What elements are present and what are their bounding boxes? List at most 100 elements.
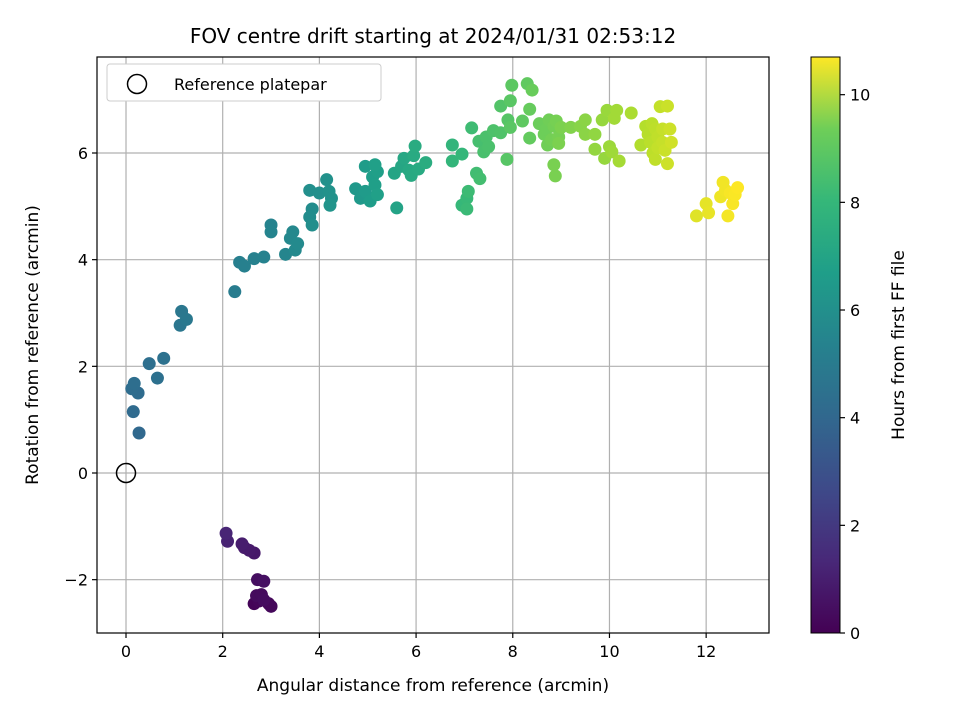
legend-marker-reference (126, 73, 148, 95)
plot-area (96, 56, 770, 634)
data-point (554, 120, 568, 134)
reference-platepar-marker (115, 462, 137, 484)
data-point (552, 136, 566, 150)
colorbar-tick-label: 10 (850, 86, 870, 105)
data-point (358, 184, 372, 198)
data-point (257, 250, 271, 264)
x-tick-label: 0 (121, 642, 131, 661)
colorbar-tick-label: 6 (850, 301, 860, 320)
data-point (390, 201, 404, 215)
x-tick-label: 12 (696, 642, 716, 661)
data-point (257, 574, 271, 588)
y-axis-ticks: −2 0 2 4 6 (64, 144, 97, 590)
data-point (482, 140, 496, 154)
data-point (150, 371, 164, 385)
data-point (320, 173, 334, 187)
data-point (523, 131, 537, 145)
data-point (228, 285, 242, 299)
data-point (689, 209, 703, 223)
data-point (408, 139, 422, 153)
data-point (358, 159, 372, 173)
data-point (235, 537, 249, 551)
data-point (664, 135, 678, 149)
data-point (523, 102, 537, 116)
x-axis-label: Angular distance from reference (arcmin) (257, 676, 609, 696)
colorbar-label: Hours from first FF file (889, 250, 909, 440)
legend-box (106, 63, 382, 102)
data-point (286, 225, 300, 239)
plot-frame (96, 56, 770, 634)
data-point (219, 526, 233, 540)
colorbar-tick-label: 4 (850, 409, 860, 428)
y-tick-label: 0 (78, 464, 88, 483)
data-point (445, 138, 459, 152)
data-point (368, 158, 382, 172)
colorbar-tick-label: 8 (850, 193, 860, 212)
data-point (564, 120, 578, 134)
x-tick-label: 4 (314, 642, 324, 661)
data-point (264, 225, 278, 239)
data-point (660, 157, 674, 171)
colorbar-gradient (810, 56, 841, 634)
data-points (115, 77, 745, 613)
data-point (237, 259, 251, 273)
data-point (419, 156, 433, 170)
data-point (460, 202, 474, 216)
chart-title: FOV centre drift starting at 2024/01/31 … (190, 24, 676, 48)
data-point (127, 376, 141, 390)
data-point (612, 154, 626, 168)
data-point (503, 94, 517, 108)
data-point (157, 351, 171, 365)
data-point (291, 237, 305, 251)
data-point (547, 158, 561, 172)
data-point (407, 149, 421, 163)
y-tick-label: −2 (64, 571, 88, 590)
data-point (595, 113, 609, 127)
data-point (525, 83, 539, 97)
legend-label-reference: Reference platepar (174, 75, 327, 94)
x-tick-label: 8 (508, 642, 518, 661)
data-point (465, 121, 479, 135)
y-tick-label: 2 (78, 357, 88, 376)
colorbar-tick-label: 2 (850, 516, 860, 535)
x-axis-ticks: 0 2 4 6 8 10 12 (121, 633, 716, 661)
data-point (445, 154, 459, 168)
data-point (179, 312, 193, 326)
data-point (455, 147, 469, 161)
data-point (142, 357, 156, 371)
x-tick-label: 10 (599, 642, 619, 661)
data-point (257, 593, 271, 607)
colorbar: 0 2 4 6 8 10 Hours from first FF file (810, 56, 909, 643)
data-point (500, 152, 514, 166)
data-point (605, 145, 619, 159)
data-point (702, 206, 716, 220)
data-point (648, 152, 662, 166)
data-point (515, 114, 529, 128)
data-point (588, 142, 602, 156)
data-point (731, 181, 745, 195)
data-point (126, 405, 140, 419)
data-point (588, 127, 602, 141)
data-point (323, 198, 337, 212)
data-point (624, 106, 638, 120)
data-point (503, 120, 517, 134)
data-point (461, 184, 475, 198)
data-point (721, 209, 735, 223)
colorbar-ticks: 0 2 4 6 8 10 (840, 86, 870, 643)
data-point (578, 127, 592, 141)
y-axis-label: Rotation from reference (arcmin) (23, 205, 43, 485)
data-point (610, 103, 624, 117)
data-point (132, 426, 146, 440)
colorbar-tick-label: 0 (850, 624, 860, 643)
y-tick-label: 4 (78, 251, 88, 270)
data-point (663, 122, 677, 136)
data-point (505, 78, 519, 92)
data-point (247, 252, 261, 266)
data-point (473, 172, 487, 186)
data-point (312, 186, 326, 200)
data-point (494, 99, 508, 113)
data-point (548, 169, 562, 183)
data-point (305, 218, 319, 232)
data-point (660, 99, 674, 113)
